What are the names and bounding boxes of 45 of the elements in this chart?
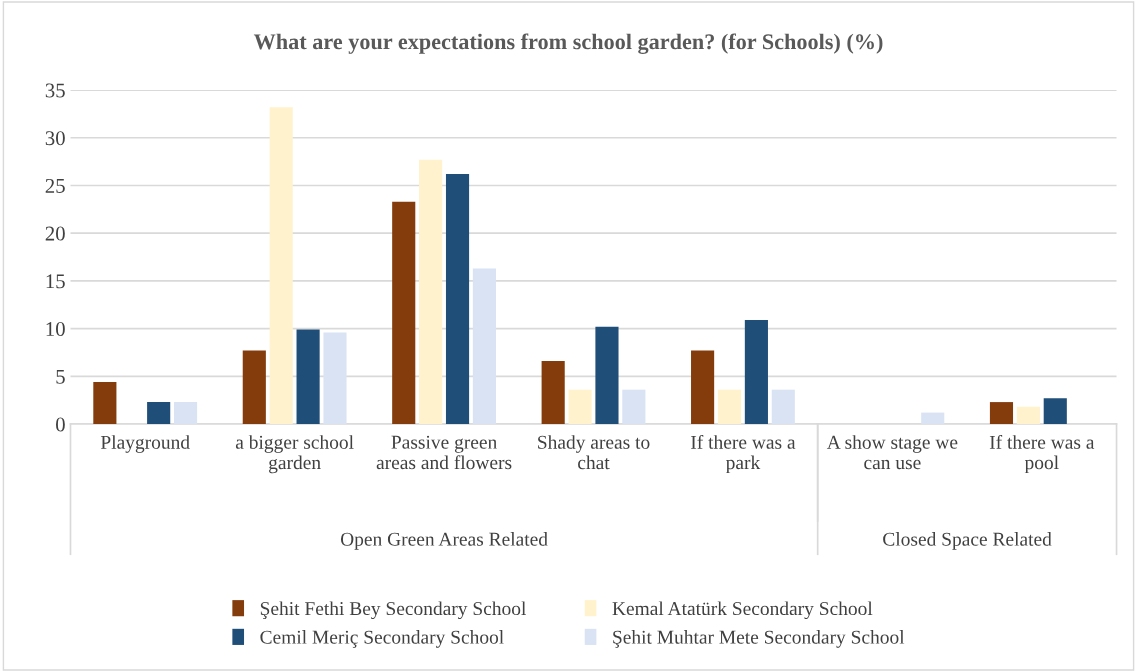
bar — [921, 412, 945, 425]
x-tick-label: If there was a pool — [989, 434, 1095, 474]
bar — [1043, 398, 1067, 425]
text: Closed Space Related — [883, 532, 1052, 550]
bar — [392, 201, 416, 425]
x-tick-label: a bigger school garden — [235, 435, 354, 474]
bar — [323, 332, 347, 425]
bar — [147, 402, 171, 425]
bar — [595, 326, 619, 425]
bar — [691, 350, 715, 425]
bar — [771, 389, 795, 425]
bar — [541, 361, 565, 425]
x-tick-label: Playground — [100, 435, 190, 453]
bar — [1016, 406, 1040, 425]
bar — [989, 402, 1014, 425]
bar — [419, 159, 443, 425]
y-tick-label: 10 — [46, 321, 65, 337]
bar — [93, 382, 117, 425]
legend-label: Şehit Fethi Bey Secondary School — [260, 601, 526, 620]
bar — [568, 389, 592, 425]
y-tick-label: 0 — [56, 417, 65, 432]
x-tick-label: Passive green areas and flowers — [376, 435, 512, 470]
bar — [445, 174, 470, 425]
y-tick-label: 5 — [56, 369, 65, 384]
legend-label: Kemal Atatürk Secondary School — [612, 601, 873, 620]
x-tick-label: Shady areas to chat — [538, 435, 650, 470]
bar — [744, 320, 768, 425]
bar — [622, 389, 646, 425]
bar — [242, 350, 266, 425]
text: Open Green Areas Related — [340, 532, 548, 550]
bar — [717, 389, 742, 425]
x-tick-label: A show stage we can use — [826, 435, 958, 470]
bar — [269, 107, 293, 425]
bar — [296, 329, 320, 425]
y-tick-label: 15 — [46, 274, 65, 289]
y-tick-label: 25 — [45, 178, 65, 193]
chart-title: What are your expectations from school garden? (for Schools) (%) — [253, 33, 883, 54]
x-tick-label: If there was a park — [691, 434, 796, 474]
bar — [472, 268, 496, 425]
y-tick-label: 20 — [45, 226, 65, 241]
legend-label: Şehit Muhtar Mete Secondary School — [613, 630, 905, 648]
bar — [173, 402, 198, 425]
y-tick-label: 30 — [45, 131, 65, 146]
y-tick-label: 35 — [45, 83, 65, 98]
legend-label: Cemil Meriç Secondary School — [260, 630, 504, 648]
